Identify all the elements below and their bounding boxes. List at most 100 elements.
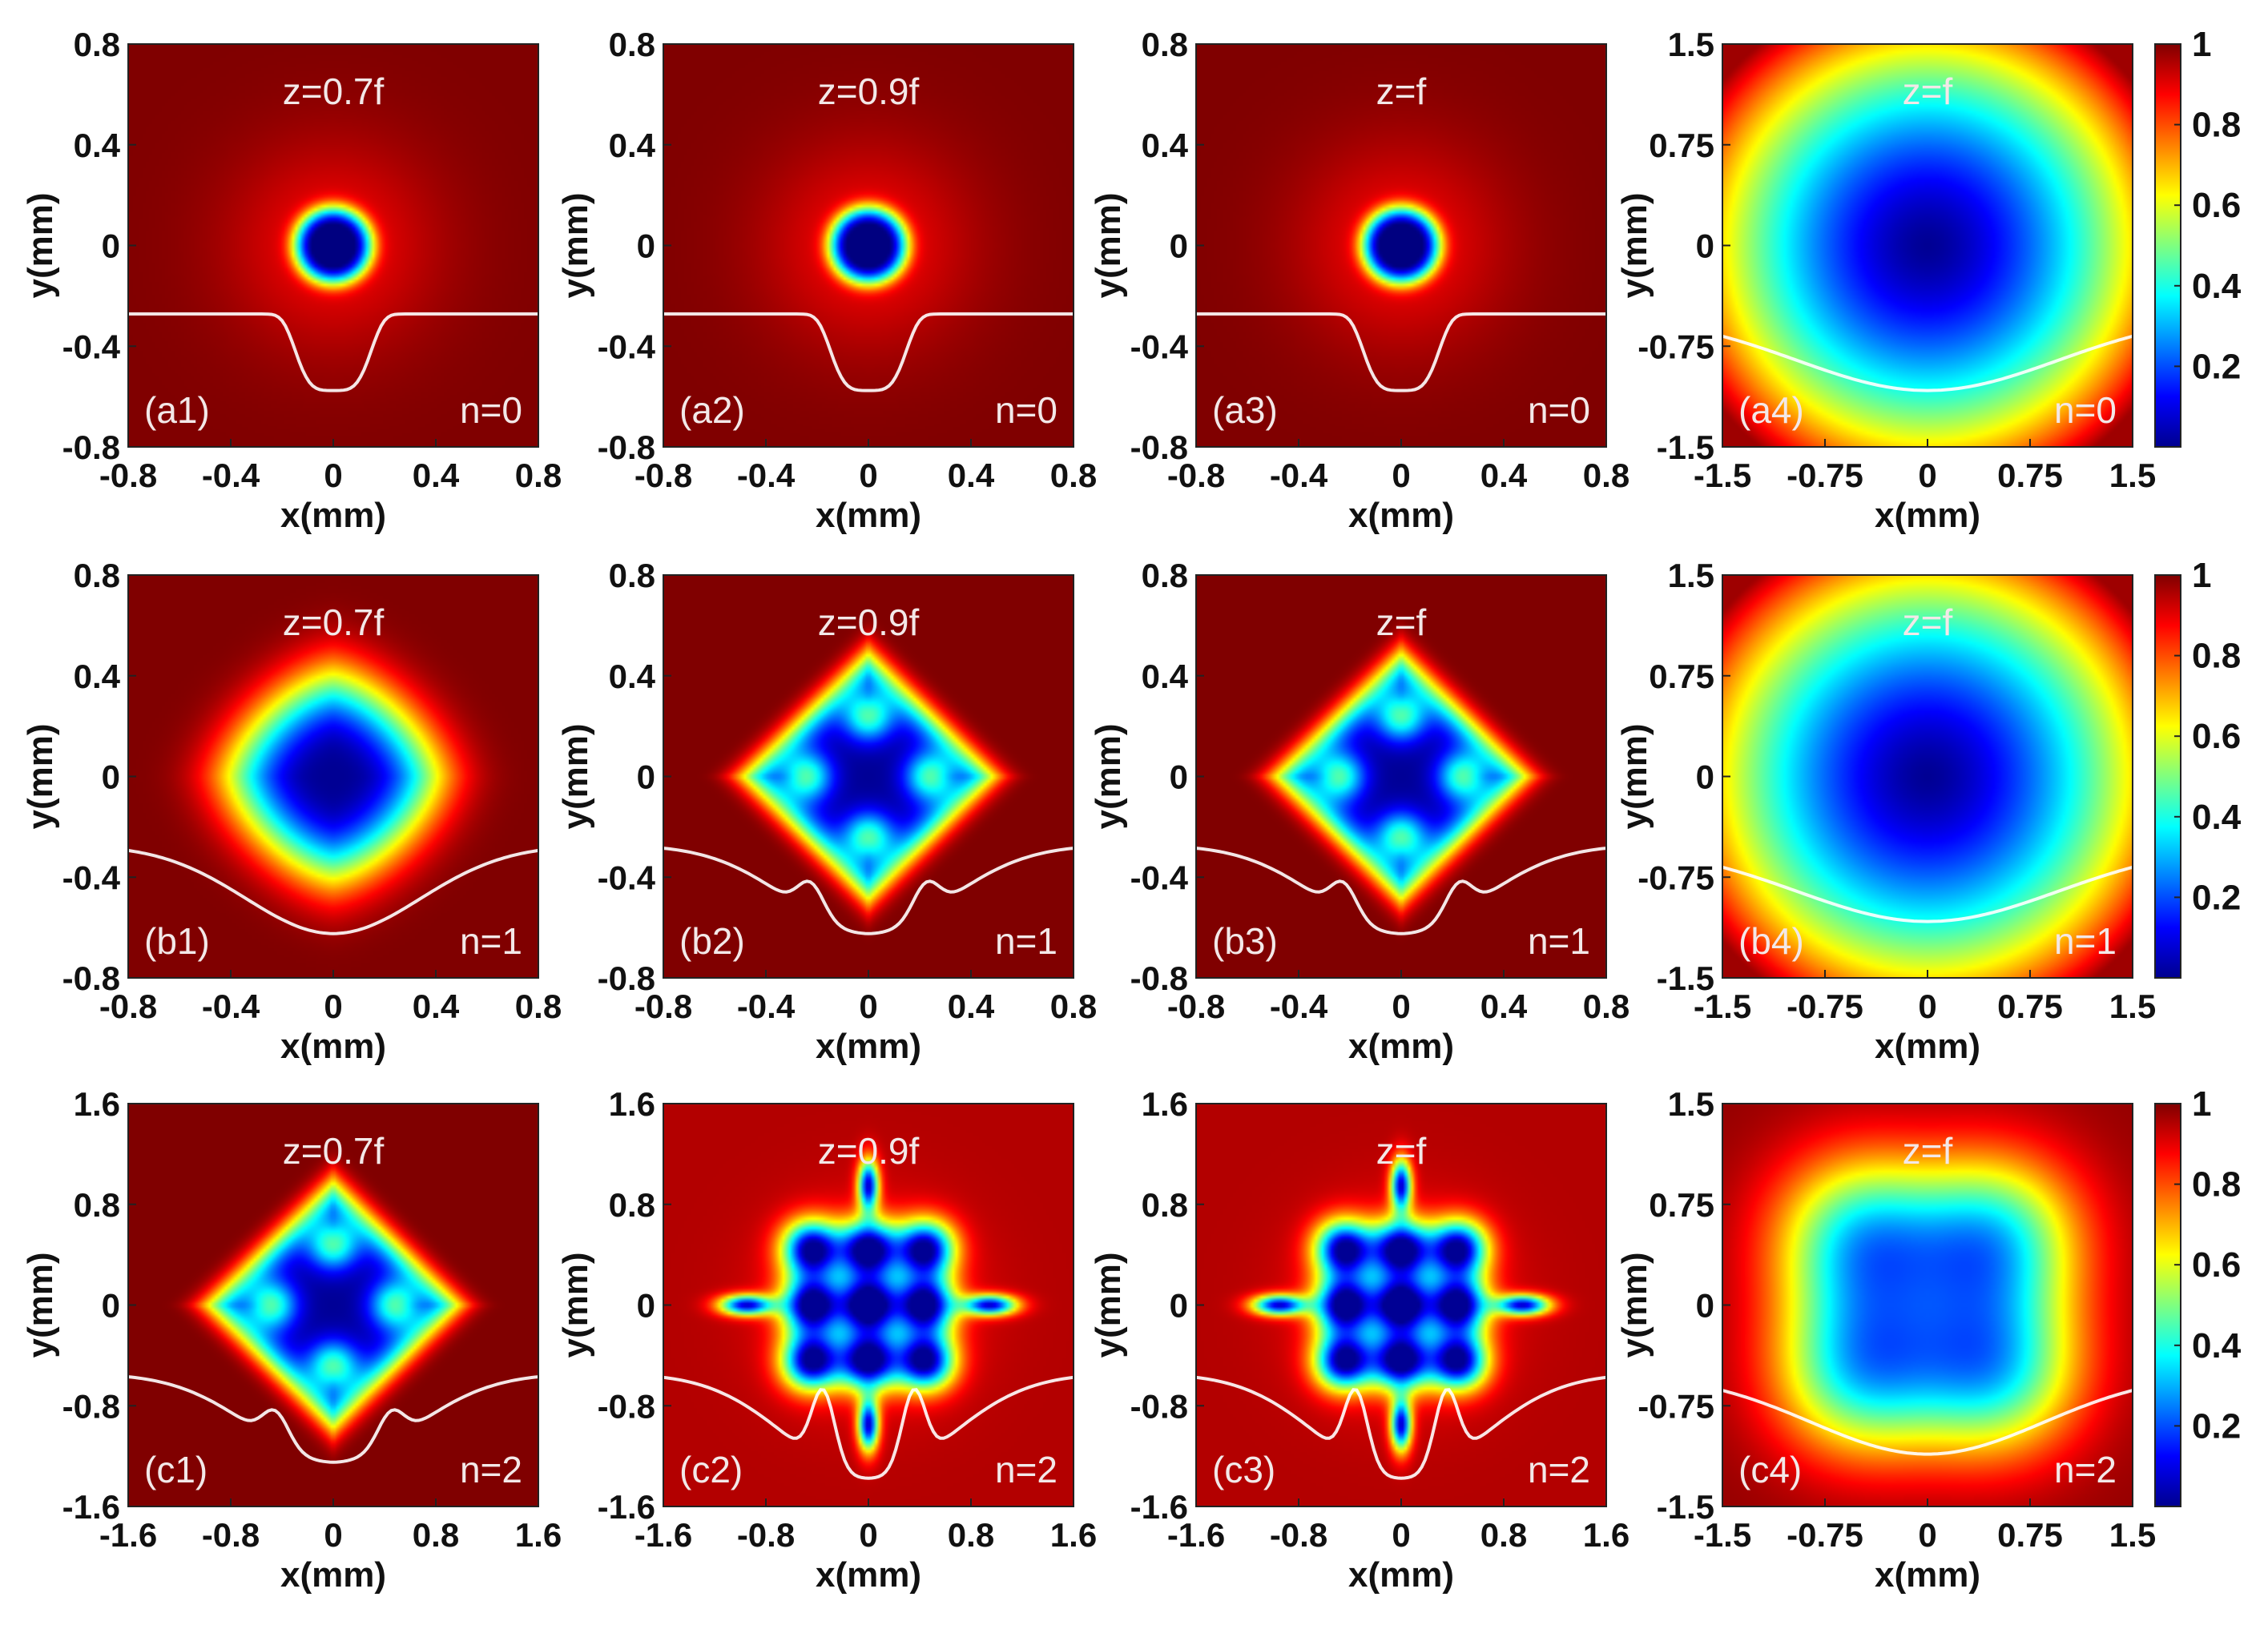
colorbar-tick-label: 0.6 [2192, 717, 2241, 756]
x-axis-label: x(mm) [816, 1555, 921, 1595]
heatmap-image [663, 44, 1074, 447]
y-tick-label: -0.4 [598, 328, 656, 365]
x-axis-label: x(mm) [1348, 1027, 1454, 1066]
y-tick-label: -0.4 [1130, 328, 1189, 365]
n-label: n=0 [1528, 389, 1590, 431]
heatmap-image [663, 1104, 1074, 1506]
x-tick-label: 0.4 [413, 457, 460, 494]
colorbar: 0.2 0.4 0.6 0.8 1 [2154, 556, 2242, 979]
x-tick-label: 1.6 [1050, 1516, 1097, 1554]
y-tick-label: 0 [637, 758, 655, 796]
panel-id-label: (a2) [679, 389, 745, 431]
intensity-profile-line [663, 312, 1074, 392]
y-tick-label: -1.5 [1657, 428, 1714, 466]
y-tick-label: -0.4 [598, 859, 656, 896]
x-tick-label: -0.4 [202, 987, 260, 1025]
y-tick-label: 1.6 [609, 1085, 655, 1123]
y-tick-label: -0.75 [1638, 1387, 1714, 1425]
x-axis-label: x(mm) [280, 1027, 386, 1066]
panel-id-label: (b1) [144, 920, 210, 962]
intensity-profile-line [1196, 312, 1606, 392]
x-tick-label: -1.5 [1694, 457, 1751, 494]
z-label: z=0.7f [283, 1130, 385, 1172]
x-tick-label: -1.6 [1167, 1516, 1225, 1554]
y-tick-label: 0.75 [1649, 1186, 1714, 1224]
x-tick-label: 0.4 [413, 987, 460, 1025]
y-tick-label: -0.4 [1130, 859, 1189, 896]
x-tick-label: 0 [1392, 457, 1410, 494]
y-tick-label: 1.5 [1668, 557, 1714, 594]
intensity-profile-line [128, 312, 538, 392]
y-tick-label: 1.6 [1142, 1085, 1188, 1123]
n-label: n=2 [460, 1449, 522, 1490]
colorbar: 0.2 0.4 0.6 0.8 1 [2154, 25, 2242, 448]
panel-id-label: (c3) [1212, 1449, 1275, 1490]
colorbar-gradient [2154, 1103, 2181, 1507]
x-tick-label: 0 [859, 457, 877, 494]
x-tick-label: 1.5 [2109, 987, 2156, 1025]
z-label: z=f [1903, 601, 1953, 643]
n-label: n=1 [995, 920, 1057, 962]
n-label: n=0 [2054, 389, 2117, 431]
x-tick-label: 0 [1392, 987, 1410, 1025]
y-tick-label: -0.8 [1130, 959, 1188, 997]
panel-id-label: (c4) [1738, 1449, 1802, 1490]
x-tick-label: 0.4 [1480, 457, 1528, 494]
heatmap-image [128, 44, 538, 447]
x-tick-label: -1.6 [634, 1516, 692, 1554]
panel-id-label: (a4) [1738, 389, 1804, 431]
x-tick-label: 0.8 [413, 1516, 459, 1554]
colorbar-tick-label: 0.8 [2192, 106, 2241, 145]
heatmap-image [1196, 575, 1606, 978]
heatmap-panel: z=0.9f (c2) n=2 -1.6 -0.8 0 0.8 1.6 1.6 0.8 0 -0.8 -… [556, 1085, 1097, 1595]
y-tick-label: -0.8 [598, 428, 655, 466]
heatmap-panel: z=f (b3) n=1 -0.8 -0.4 0 0.4 0.8 0.8 0.4 0 -0.4 -0.8… [1089, 557, 1629, 1066]
y-tick-label: 0.8 [609, 1186, 655, 1224]
x-tick-label: 0.8 [1583, 987, 1629, 1025]
intensity-profile-line [127, 848, 539, 935]
z-label: z=f [1903, 70, 1953, 112]
y-tick-label: -0.8 [598, 1387, 655, 1425]
n-label: n=1 [1528, 920, 1590, 962]
x-tick-label: 0 [1918, 987, 1936, 1025]
x-axis-label: x(mm) [1875, 496, 1980, 535]
y-tick-label: 0 [102, 227, 120, 265]
z-label: z=f [1376, 1130, 1427, 1172]
y-tick-label: 0.8 [1142, 557, 1188, 594]
y-tick-label: -0.4 [62, 328, 121, 365]
x-tick-label: -0.8 [202, 1516, 260, 1554]
x-tick-label: 0.8 [515, 987, 562, 1025]
y-tick-label: -0.8 [1130, 428, 1188, 466]
x-tick-label: 1.6 [515, 1516, 562, 1554]
intensity-profile-line [127, 1375, 539, 1464]
z-label: z=f [1376, 70, 1427, 112]
y-tick-label: 1.5 [1668, 1085, 1714, 1123]
y-tick-label: 0.4 [1142, 658, 1189, 695]
x-tick-label: 0.8 [515, 457, 562, 494]
y-tick-label: 0 [637, 227, 655, 265]
colorbar-tick-label: 0.4 [2192, 267, 2242, 306]
colorbar-tick-label: 0.2 [2192, 347, 2241, 386]
y-tick-label: 0 [637, 1287, 655, 1325]
heatmap-panel: z=f (c3) n=2 -1.6 -0.8 0 0.8 1.6 1.6 0.8 0 -0.8 -1.6… [1089, 1085, 1629, 1595]
colorbar-tick-label: 1 [2192, 25, 2211, 64]
panel-id-label: (b4) [1738, 920, 1804, 962]
x-tick-label: 0 [859, 987, 877, 1025]
intensity-profile-line [1195, 1375, 1607, 1480]
x-axis-label: x(mm) [280, 1555, 386, 1595]
x-tick-label: -0.4 [737, 987, 796, 1025]
x-tick-label: 0.75 [1997, 1516, 2063, 1554]
n-label: n=1 [2054, 920, 2117, 962]
y-tick-label: -0.8 [598, 959, 655, 997]
x-tick-label: 1.5 [2109, 1516, 2156, 1554]
y-axis-label: y(mm) [556, 723, 595, 829]
y-tick-label: 0.4 [74, 658, 121, 695]
y-axis-label: y(mm) [1615, 192, 1654, 298]
x-tick-label: 0 [1392, 1516, 1410, 1554]
y-tick-label: 0.8 [74, 26, 120, 63]
z-label: z=0.7f [283, 70, 385, 112]
heatmap-image [1722, 44, 2133, 447]
heatmap-image [1196, 1104, 1606, 1506]
x-tick-label: -0.4 [1270, 987, 1328, 1025]
panel-id-label: (b2) [679, 920, 745, 962]
